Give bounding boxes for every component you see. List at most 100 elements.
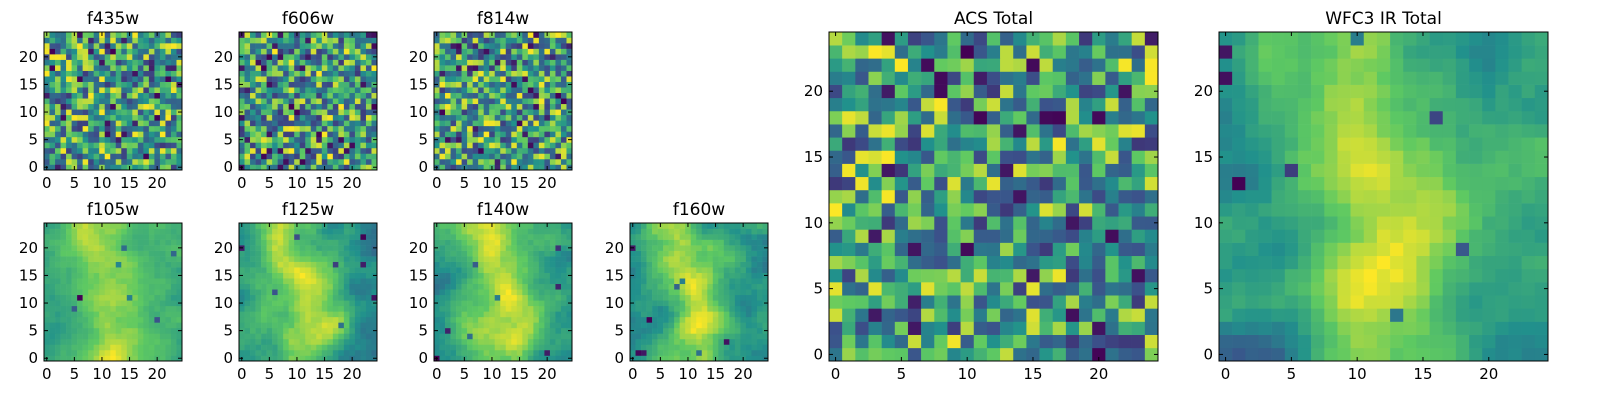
heatmap-cell (745, 283, 752, 290)
heatmap-cell (88, 267, 94, 273)
heatmap-cell (55, 250, 61, 257)
heatmap-cell (668, 261, 675, 268)
heatmap-cell (712, 322, 719, 329)
heatmap-cell (321, 48, 328, 55)
heatmap-cell (148, 103, 155, 110)
heatmap-cell (360, 103, 367, 110)
heatmap-cell (365, 147, 372, 154)
heatmap-cell (110, 250, 117, 257)
heatmap-cell (104, 272, 111, 279)
heatmap-cell (527, 109, 534, 116)
heatmap-cell (154, 125, 161, 132)
heatmap-cell (544, 81, 551, 88)
heatmap-cell (668, 283, 675, 290)
heatmap-cell (121, 65, 128, 71)
heatmap-cell (445, 245, 451, 251)
heatmap-cell (527, 344, 534, 351)
heatmap-cell (855, 203, 869, 217)
heatmap-cell (327, 239, 334, 246)
heatmap-cell (360, 305, 367, 312)
heatmap-cell (522, 327, 529, 334)
heatmap-cell (478, 142, 484, 149)
heatmap-cell (343, 322, 350, 329)
heatmap-cell (115, 76, 122, 82)
heatmap-cell (489, 245, 496, 251)
heatmap-cell (500, 305, 507, 312)
heatmap-cell (165, 294, 172, 301)
heatmap-cell (445, 316, 451, 323)
heatmap-cell (272, 250, 278, 257)
heatmap-cell (712, 283, 719, 290)
heatmap-cell (1092, 176, 1106, 191)
heatmap-cell (740, 322, 747, 329)
heatmap-cell (277, 136, 284, 143)
heatmap-cell (701, 245, 708, 251)
heatmap-cell (126, 131, 133, 138)
heatmap-cell (132, 131, 139, 138)
heatmap-cell (679, 316, 686, 323)
heatmap-cell (132, 239, 139, 246)
heatmap-cell (445, 59, 451, 66)
heatmap-cell (250, 164, 256, 171)
heatmap-cell (652, 234, 658, 240)
heatmap-cell (170, 120, 177, 127)
heatmap-cell (745, 272, 752, 279)
heatmap-cell (159, 223, 166, 229)
heatmap-cell (516, 234, 523, 240)
heatmap-cell (511, 223, 518, 229)
heatmap-cell (115, 136, 122, 143)
heatmap-cell (842, 295, 856, 309)
heatmap-cell (439, 103, 446, 110)
heatmap-cell (99, 114, 106, 121)
heatmap-cell (668, 289, 675, 296)
heatmap-cell (371, 120, 378, 127)
heatmap-cell (679, 239, 686, 246)
heatmap-cell (327, 59, 334, 66)
heatmap-cell (505, 294, 512, 301)
heatmap-cell (467, 300, 473, 307)
heatmap-cell (371, 316, 378, 323)
heatmap-cell (489, 278, 496, 285)
heatmap-cell (657, 272, 664, 279)
heatmap-cell (365, 223, 372, 229)
heatmap-cell (349, 256, 356, 262)
heatmap-cell (110, 59, 117, 66)
heatmap-cell (250, 228, 256, 235)
heatmap-cell (723, 338, 730, 345)
heatmap-cell (126, 239, 133, 246)
heatmap-cell (868, 255, 882, 270)
heatmap-cell (494, 322, 501, 329)
heatmap-cell (500, 48, 507, 55)
heatmap-cell (305, 338, 312, 345)
heatmap-cell (132, 256, 139, 262)
heatmap-cell (360, 333, 367, 340)
heatmap-cell (934, 176, 948, 191)
heatmap-cell (115, 153, 122, 160)
heatmap-cell (77, 164, 83, 171)
heatmap-cell (49, 327, 56, 334)
heatmap-cell (338, 349, 345, 356)
heatmap-cell (365, 245, 372, 251)
heatmap-cell (44, 316, 50, 323)
heatmap-cell (77, 289, 83, 296)
heatmap-cell (635, 327, 642, 334)
heatmap-cell (159, 250, 166, 257)
heatmap-cell (679, 333, 686, 340)
heatmap-cell (829, 255, 843, 270)
heatmap-cell (338, 70, 345, 77)
heatmap-cell (277, 300, 284, 307)
heatmap-cell (110, 278, 117, 285)
heatmap-cell (365, 327, 372, 334)
heatmap-cell (327, 54, 334, 60)
x-tick-label: 10 (678, 365, 697, 383)
heatmap-cell (148, 338, 155, 345)
heatmap-cell (527, 311, 534, 318)
heatmap-cell (244, 311, 251, 318)
heatmap-cell (907, 189, 922, 204)
heatmap-cell (244, 114, 251, 121)
heatmap-cell (505, 43, 512, 49)
heatmap-cell (494, 136, 501, 143)
heatmap-cell (630, 267, 636, 273)
heatmap-cell (1079, 282, 1093, 296)
heatmap-cell (99, 76, 106, 82)
